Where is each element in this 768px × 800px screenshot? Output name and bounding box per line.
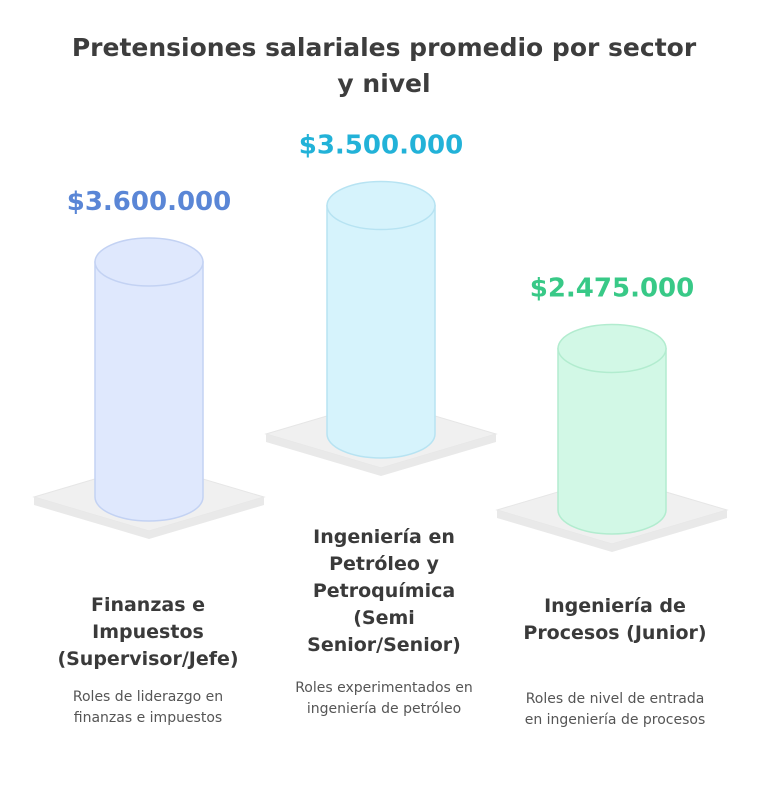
value-label-procesos: $2.475.000 [530, 273, 694, 303]
category-description-procesos: Roles de nivel de entrada en ingeniería … [524, 691, 706, 728]
bar-finanzas: $3.600.000 [32, 187, 266, 539]
category-label-petroleo: Ingeniería en Petróleo y Petroquímica (S… [307, 526, 461, 656]
bar-platform-side-finanzas [34, 497, 264, 539]
bars-layer: $3.600.000 $3.500.000 $2.475.000 [32, 131, 729, 552]
value-label-finanzas: $3.600.000 [67, 187, 231, 217]
bar-platform-side-procesos [497, 510, 727, 552]
category-label-finanzas: Finanzas e Impuestos (Supervisor/Jefe) [57, 594, 239, 670]
bar-procesos: $2.475.000 [495, 273, 729, 552]
bar-top-procesos [557, 323, 667, 374]
category-description-finanzas: Roles de liderazgo en finanzas e impuest… [72, 689, 224, 726]
bar-petroleo: $3.500.000 [264, 131, 498, 476]
bar-top-finanzas [94, 237, 204, 287]
bar-top-petroleo [326, 180, 436, 231]
bar-platform-side-petroleo [266, 434, 496, 476]
bar-body-petroleo [326, 204, 436, 459]
bar-body-procesos [557, 347, 667, 535]
category-label-procesos: Ingeniería de Procesos (Junior) [523, 595, 707, 644]
category-description-petroleo: Roles experimentados en ingeniería de pe… [295, 680, 473, 717]
bar-body-finanzas [94, 261, 204, 522]
chart-title: Pretensiones salariales promedio por sec… [71, 33, 697, 98]
value-label-petroleo: $3.500.000 [299, 131, 463, 161]
